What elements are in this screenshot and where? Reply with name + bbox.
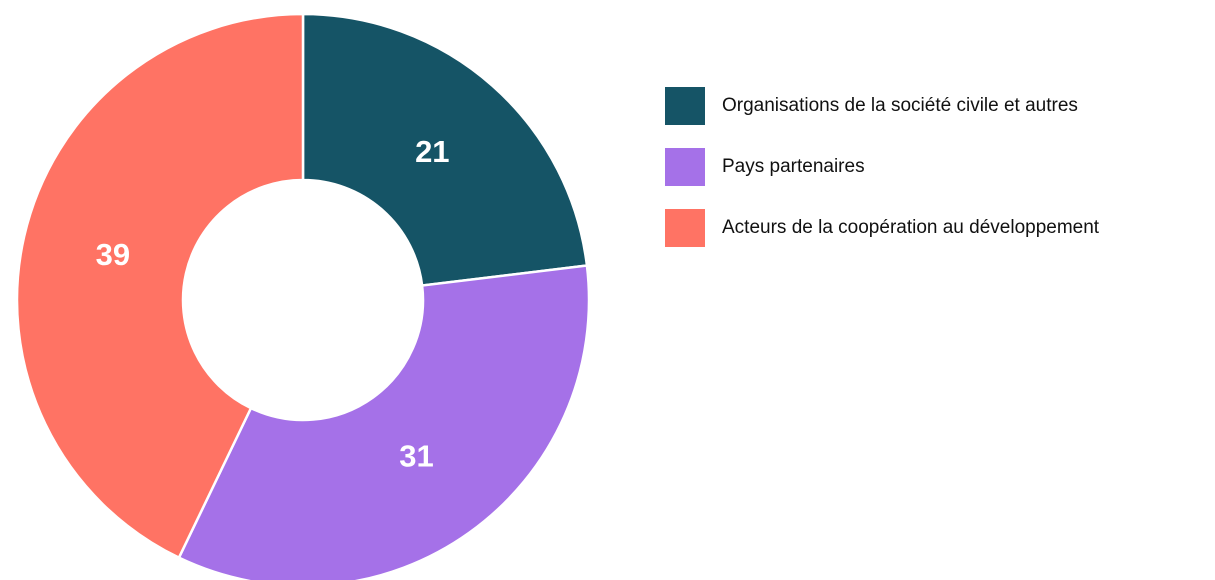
data-label: 21 <box>415 134 449 169</box>
legend-label: Acteurs de la coopération au développeme… <box>722 217 1100 238</box>
data-label: 31 <box>399 439 433 474</box>
donut-slice <box>15 12 305 560</box>
legend-label: Pays partenaires <box>722 156 865 177</box>
donut-slice <box>301 12 589 287</box>
legend-swatch <box>665 148 705 186</box>
donut-slice <box>177 264 591 580</box>
legend-label: Organisations de la société civile et au… <box>722 95 1078 116</box>
legend-swatch <box>665 209 705 247</box>
legend-swatch <box>665 87 705 125</box>
data-label: 39 <box>96 237 130 272</box>
